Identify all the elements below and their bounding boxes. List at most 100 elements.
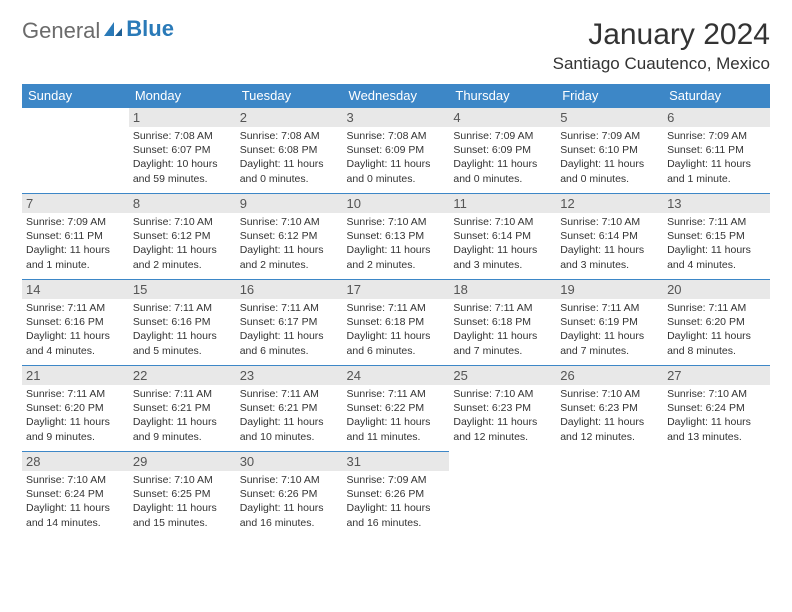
- weekday-header: Saturday: [663, 84, 770, 108]
- calendar-day: 29 Sunrise: 7:10 AMSunset: 6:25 PMDayligh…: [129, 452, 236, 538]
- day-details: Sunrise: 7:11 AMSunset: 6:15 PMDaylight:…: [667, 215, 766, 272]
- day-number: 19: [556, 280, 663, 299]
- day-details: Sunrise: 7:11 AMSunset: 6:22 PMDaylight:…: [347, 387, 446, 444]
- calendar-day: 17Sunrise: 7:11 AMSunset: 6:18 PMDayligh…: [343, 280, 450, 366]
- day-number: 20: [663, 280, 770, 299]
- day-details: Sunrise: 7:10 AMSunset: 6:24 PMDaylight:…: [26, 473, 125, 530]
- day-number: 7: [22, 194, 129, 213]
- calendar-table: SundayMondayTuesdayWednesdayThursdayFrid…: [22, 84, 770, 538]
- day-number: 18: [449, 280, 556, 299]
- calendar-day: 25 Sunrise: 7:10 AMSunset: 6:23 PMDayligh…: [449, 366, 556, 452]
- calendar-day: 19 Sunrise: 7:11 AMSunset: 6:19 PMDayligh…: [556, 280, 663, 366]
- day-details: Sunrise: 7:09 AMSunset: 6:09 PMDaylight:…: [453, 129, 552, 186]
- location: Santiago Cuautenco, Mexico: [553, 54, 770, 74]
- calendar-day: 10Sunrise: 7:10 AMSunset: 6:13 PMDayligh…: [343, 194, 450, 280]
- logo-word-general: General: [22, 18, 100, 44]
- calendar-day: 22Sunrise: 7:11 AMSunset: 6:21 PMDayligh…: [129, 366, 236, 452]
- calendar-day: 18 Sunrise: 7:11 AMSunset: 6:18 PMDayligh…: [449, 280, 556, 366]
- calendar-day: 20 Sunrise: 7:11 AMSunset: 6:20 PMDayligh…: [663, 280, 770, 366]
- day-number: 30: [236, 452, 343, 471]
- logo-word-blue: Blue: [126, 16, 174, 41]
- header: General Blue January 2024 Santiago Cuaut…: [22, 18, 770, 74]
- day-number: 25: [449, 366, 556, 385]
- day-details: Sunrise: 7:09 AMSunset: 6:11 PMDaylight:…: [667, 129, 766, 186]
- day-number: 13: [663, 194, 770, 213]
- day-details: Sunrise: 7:10 AMSunset: 6:25 PMDaylight:…: [133, 473, 232, 530]
- day-details: Sunrise: 7:11 AMSunset: 6:18 PMDaylight:…: [453, 301, 552, 358]
- day-details: Sunrise: 7:11 AMSunset: 6:17 PMDaylight:…: [240, 301, 339, 358]
- day-details: Sunrise: 7:08 AMSunset: 6:08 PMDaylight:…: [240, 129, 339, 186]
- day-details: Sunrise: 7:11 AMSunset: 6:16 PMDaylight:…: [26, 301, 125, 358]
- calendar-day: 3Sunrise: 7:08 AMSunset: 6:09 PMDaylight…: [343, 108, 450, 194]
- day-number: 8: [129, 194, 236, 213]
- day-number: 29: [129, 452, 236, 471]
- day-details: Sunrise: 7:10 AMSunset: 6:24 PMDaylight:…: [667, 387, 766, 444]
- day-number: 6: [663, 108, 770, 127]
- calendar-day: 31Sunrise: 7:09 AMSunset: 6:26 PMDayligh…: [343, 452, 450, 538]
- day-details: Sunrise: 7:08 AMSunset: 6:09 PMDaylight:…: [347, 129, 446, 186]
- day-number: 9: [236, 194, 343, 213]
- day-details: Sunrise: 7:09 AMSunset: 6:10 PMDaylight:…: [560, 129, 659, 186]
- day-details: Sunrise: 7:11 AMSunset: 6:21 PMDaylight:…: [240, 387, 339, 444]
- day-details: Sunrise: 7:09 AMSunset: 6:26 PMDaylight:…: [347, 473, 446, 530]
- calendar-day: 13 Sunrise: 7:11 AMSunset: 6:15 PMDayligh…: [663, 194, 770, 280]
- weekday-header: Monday: [129, 84, 236, 108]
- calendar-day: 26Sunrise: 7:10 AMSunset: 6:23 PMDayligh…: [556, 366, 663, 452]
- calendar-row: 14 Sunrise: 7:11 AMSunset: 6:16 PMDayligh…: [22, 280, 770, 366]
- day-number: 11: [449, 194, 556, 213]
- day-details: Sunrise: 7:09 AMSunset: 6:11 PMDaylight:…: [26, 215, 125, 272]
- logo: General Blue: [22, 18, 174, 44]
- weekday-header: Thursday: [449, 84, 556, 108]
- day-number: 23: [236, 366, 343, 385]
- day-number: 2: [236, 108, 343, 127]
- calendar-day: 14 Sunrise: 7:11 AMSunset: 6:16 PMDayligh…: [22, 280, 129, 366]
- calendar-header: SundayMondayTuesdayWednesdayThursdayFrid…: [22, 84, 770, 108]
- calendar-day: 27 Sunrise: 7:10 AMSunset: 6:24 PMDayligh…: [663, 366, 770, 452]
- day-number: 4: [449, 108, 556, 127]
- day-number: 15: [129, 280, 236, 299]
- day-number: 27: [663, 366, 770, 385]
- day-details: Sunrise: 7:11 AMSunset: 6:19 PMDaylight:…: [560, 301, 659, 358]
- day-details: Sunrise: 7:11 AMSunset: 6:18 PMDaylight:…: [347, 301, 446, 358]
- calendar-row: 7 Sunrise: 7:09 AMSunset: 6:11 PMDaylight…: [22, 194, 770, 280]
- day-number: 14: [22, 280, 129, 299]
- calendar-row: 21 Sunrise: 7:11 AMSunset: 6:20 PMDayligh…: [22, 366, 770, 452]
- day-details: Sunrise: 7:10 AMSunset: 6:14 PMDaylight:…: [453, 215, 552, 272]
- day-number: 24: [343, 366, 450, 385]
- calendar-day: 16Sunrise: 7:11 AMSunset: 6:17 PMDayligh…: [236, 280, 343, 366]
- calendar-empty: [22, 108, 129, 194]
- day-details: Sunrise: 7:10 AMSunset: 6:12 PMDaylight:…: [133, 215, 232, 272]
- day-number: 26: [556, 366, 663, 385]
- calendar-day: 7 Sunrise: 7:09 AMSunset: 6:11 PMDaylight…: [22, 194, 129, 280]
- calendar-empty: [663, 452, 770, 538]
- calendar-day: 12Sunrise: 7:10 AMSunset: 6:14 PMDayligh…: [556, 194, 663, 280]
- day-number: 28: [22, 452, 129, 471]
- calendar-day: 15Sunrise: 7:11 AMSunset: 6:16 PMDayligh…: [129, 280, 236, 366]
- day-details: Sunrise: 7:10 AMSunset: 6:13 PMDaylight:…: [347, 215, 446, 272]
- calendar-day: 21 Sunrise: 7:11 AMSunset: 6:20 PMDayligh…: [22, 366, 129, 452]
- calendar-empty: [449, 452, 556, 538]
- day-details: Sunrise: 7:10 AMSunset: 6:26 PMDaylight:…: [240, 473, 339, 530]
- day-number: 21: [22, 366, 129, 385]
- calendar-day: 30 Sunrise: 7:10 AMSunset: 6:26 PMDayligh…: [236, 452, 343, 538]
- calendar-row: 1Sunrise: 7:08 AMSunset: 6:07 PMDaylight…: [22, 108, 770, 194]
- logo-sail-icon: [102, 20, 124, 38]
- month-title: January 2024: [553, 18, 770, 52]
- day-details: Sunrise: 7:10 AMSunset: 6:23 PMDaylight:…: [453, 387, 552, 444]
- calendar-row: 28 Sunrise: 7:10 AMSunset: 6:24 PMDayligh…: [22, 452, 770, 538]
- logo-text: General: [22, 18, 124, 44]
- weekday-header: Tuesday: [236, 84, 343, 108]
- calendar-day: 11 Sunrise: 7:10 AMSunset: 6:14 PMDayligh…: [449, 194, 556, 280]
- day-details: Sunrise: 7:11 AMSunset: 6:20 PMDaylight:…: [26, 387, 125, 444]
- title-block: January 2024 Santiago Cuautenco, Mexico: [553, 18, 770, 74]
- calendar-day: 24 Sunrise: 7:11 AMSunset: 6:22 PMDayligh…: [343, 366, 450, 452]
- calendar-day: 28 Sunrise: 7:10 AMSunset: 6:24 PMDayligh…: [22, 452, 129, 538]
- calendar-day: 2 Sunrise: 7:08 AMSunset: 6:08 PMDaylight…: [236, 108, 343, 194]
- weekday-header: Wednesday: [343, 84, 450, 108]
- day-number: 5: [556, 108, 663, 127]
- day-details: Sunrise: 7:11 AMSunset: 6:21 PMDaylight:…: [133, 387, 232, 444]
- calendar-day: 9Sunrise: 7:10 AMSunset: 6:12 PMDaylight…: [236, 194, 343, 280]
- day-details: Sunrise: 7:11 AMSunset: 6:20 PMDaylight:…: [667, 301, 766, 358]
- day-details: Sunrise: 7:10 AMSunset: 6:14 PMDaylight:…: [560, 215, 659, 272]
- calendar-day: 8 Sunrise: 7:10 AMSunset: 6:12 PMDaylight…: [129, 194, 236, 280]
